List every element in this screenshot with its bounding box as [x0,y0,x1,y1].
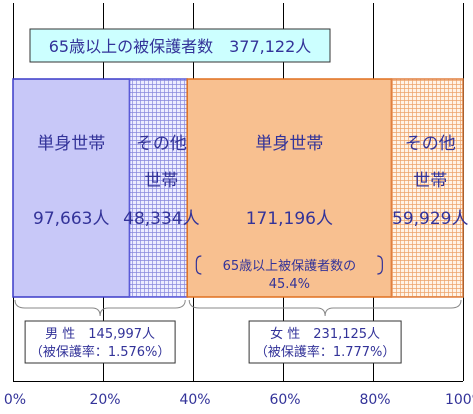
annotation-text: 45.4% [269,277,310,292]
x-tick-label: 0% [4,392,26,408]
segment-value-label: 59,929人 [392,209,468,229]
group-label-male: 男 性 145,997人 [45,327,155,342]
group-label-female: 女 性 231,125人 [270,326,380,342]
segment-category-label: 世帯 [413,171,447,191]
segment-value-label: 97,663人 [33,209,109,229]
x-tick-label: 100% [445,392,473,408]
group-box-male [24,320,176,364]
bar-segment-2 [186,78,393,298]
bar-segment-3 [390,78,464,298]
x-tick-label: 80% [359,392,390,408]
group-label-male: （被保護率：1.576%） [30,344,171,360]
group-brace-female [188,299,462,317]
annotation-text: 65歳以上被保護者数の [223,258,357,274]
bar-segment-0 [12,78,131,298]
group-brace-male [14,299,186,317]
x-tick-label: 20% [89,392,120,408]
segment-category-label: その他 [136,134,187,154]
x-tick-label: 60% [269,392,300,408]
segment-value-label: 48,334人 [123,209,199,229]
segment-category-label: 世帯 [144,171,178,191]
group-label-female: （被保護率：1.777%） [255,344,396,360]
group-box-female [248,320,402,364]
x-tick-label: 40% [179,392,210,408]
segment-category-label: 単身世帯 [37,134,105,154]
annotation-bracket-right [377,255,383,275]
segment-value-label: 171,196人 [246,209,333,229]
annotation-bracket-left [195,255,202,275]
chart-title: 65歳以上の被保護者数 377,122人 [49,37,312,56]
bar-segment-1 [128,78,188,298]
title-box [29,28,331,63]
segment-category-label: その他 [405,134,456,154]
segment-category-label: 単身世帯 [255,134,323,154]
